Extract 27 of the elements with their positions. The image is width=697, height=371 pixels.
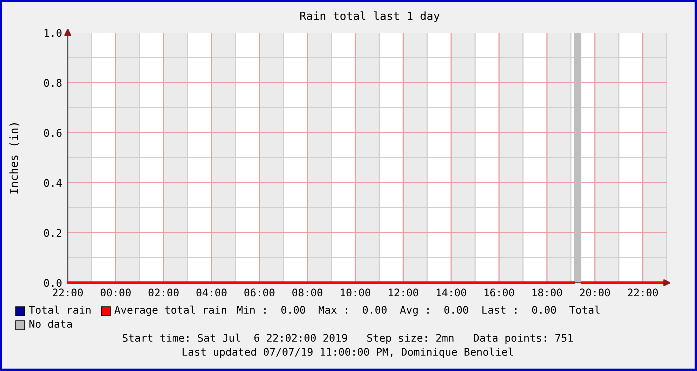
y-tick-label: 0.8 [44, 79, 62, 88]
x-tick-label: 16:00 [484, 288, 514, 297]
x-tick-label: 02:00 [148, 288, 179, 297]
text: Start time: Sat Jul 6 22:02:00 2019 Step size: 2mn Data points: 751 [122, 334, 574, 344]
text: Last updated 07/07/19 11:00:00 PM, Dominique Benoliel [182, 348, 514, 358]
x-tick-label: 22:00 [53, 288, 84, 297]
x-tick-label: 10:00 [341, 288, 371, 297]
x-tick-label: 22:00 [628, 288, 658, 297]
legend-label: Total rain [29, 306, 91, 314]
y-axis-title: Inches (in) [10, 124, 20, 194]
x-tick-label: 08:00 [292, 288, 323, 297]
x-tick-label: 04:00 [196, 288, 227, 297]
text: Min : 0.00 Max : 0.00 Avg : 0.00 Last : 0.00 Total [237, 306, 600, 316]
legend-label: No data [30, 320, 72, 328]
y-tick-label: 0.6 [44, 129, 62, 138]
y-tick-label: 0.2 [44, 229, 62, 238]
x-tick-label: 06:00 [244, 288, 275, 297]
x-tick-label: 00:00 [100, 288, 131, 297]
x-tick-label: 18:00 [532, 288, 562, 297]
x-tick-label: 14:00 [436, 288, 466, 297]
y-tick-label: 0.4 [44, 179, 62, 188]
x-tick-label: 20:00 [580, 288, 610, 297]
legend-label: Average total rain [114, 306, 226, 316]
chart-title: Rain total last 1 day [300, 12, 440, 22]
x-tick-label: 12:00 [389, 288, 418, 297]
y-tick-label: 0.0 [44, 279, 62, 288]
y-tick-label: 1.0 [44, 29, 62, 38]
